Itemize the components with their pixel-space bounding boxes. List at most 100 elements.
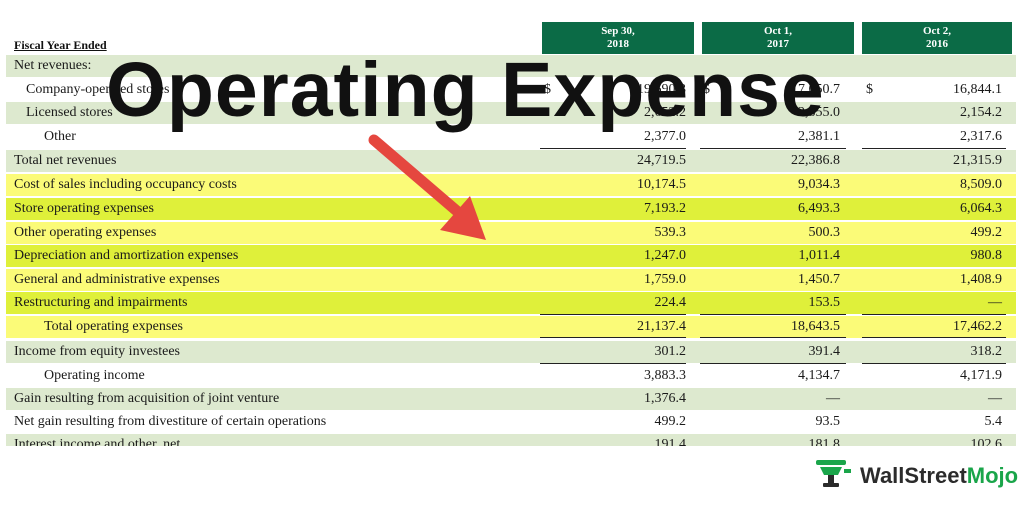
cell-value: 17,650.7 <box>791 82 840 97</box>
wallstreetmojo-logo-icon <box>816 460 851 487</box>
bottom-cutoff <box>0 446 1024 507</box>
cell-value: 2,381.1 <box>798 129 840 144</box>
column-header-year: 2017 <box>767 38 789 50</box>
dollar-sign: $ <box>866 82 873 97</box>
row-label: Restructuring and impairments <box>14 295 188 310</box>
brand-name-part2: Mojo <box>966 463 1019 488</box>
cell-value: 500.3 <box>808 225 841 240</box>
subtotal-rule <box>700 314 846 315</box>
cell-value: 4,171.9 <box>960 368 1002 383</box>
subtotal-rule <box>540 314 686 315</box>
cell-value: 1,247.0 <box>644 248 686 263</box>
subtotal-rule <box>700 148 846 149</box>
cell-value: 16,844.1 <box>953 82 1002 97</box>
table-row: Total net revenues 24,719.5 22,386.8 21,… <box>6 150 1016 172</box>
table-row-operating-expense: Depreciation and amortization expenses 1… <box>6 245 1016 267</box>
column-header-date: Oct 1, <box>763 25 793 37</box>
subtotal-rule <box>540 148 686 149</box>
subtotal-rule <box>862 337 1006 338</box>
cell-value: 499.2 <box>654 414 687 429</box>
row-label: Gain resulting from acquisition of joint… <box>14 391 280 406</box>
table-row-operating-expense: Store operating expenses 7,193.2 6,493.3… <box>6 198 1016 220</box>
cell-value: 1,759.0 <box>644 272 686 287</box>
cell-value: 24,719.5 <box>637 153 686 168</box>
cell-value: 1,011.4 <box>798 248 840 263</box>
table-row-operating-expense: General and administrative expenses 1,75… <box>6 269 1016 291</box>
cell-value: 980.8 <box>970 248 1003 263</box>
cell-value: 318.2 <box>970 344 1003 359</box>
cell-value: 1,450.7 <box>798 272 840 287</box>
dollar-sign: $ <box>703 82 710 97</box>
row-label: Other operating expenses <box>14 225 157 240</box>
row-label: Store operating expenses <box>14 201 154 216</box>
subtotal-rule <box>862 314 1006 315</box>
column-header-2016: Oct 2, 2016 <box>862 22 1012 54</box>
row-label: Income from equity investees <box>14 344 181 359</box>
dollar-sign: $ <box>544 82 551 97</box>
cell-value: 9,034.3 <box>798 177 840 192</box>
cell-value: 4,134.7 <box>798 368 840 383</box>
table-row-operating-expense: Other operating expenses 539.3 500.3 499… <box>6 222 1016 244</box>
column-header-2017: Oct 1, 2017 <box>702 22 854 54</box>
table-row: Income from equity investees 301.2 391.4… <box>6 341 1016 363</box>
cell-value: 539.3 <box>654 225 687 240</box>
cell-value: 391.4 <box>808 344 841 359</box>
cell-value: — <box>988 391 1002 406</box>
column-header-2018: Sep 30, 2018 <box>542 22 694 54</box>
cell-value: 2,355.0 <box>798 105 840 120</box>
row-label: Licensed stores <box>26 105 113 120</box>
subtotal-rule <box>862 148 1006 149</box>
row-label: Net revenues: <box>14 58 92 73</box>
brand-name-part1: WallStreet <box>860 463 967 488</box>
cell-value: 224.4 <box>654 295 687 310</box>
cell-value: 301.2 <box>654 344 687 359</box>
row-label: Net gain resulting from divestiture of c… <box>14 414 327 429</box>
table-row: Licensed stores 2,652.2 2,355.0 2,154.2 <box>6 102 1016 124</box>
subtotal-rule <box>700 337 846 338</box>
brand-logo: WallStreet Mojo <box>814 458 1018 494</box>
column-header-year: 2016 <box>926 38 948 50</box>
column-header-date: Oct 2, <box>922 25 952 37</box>
table-row-operating-expense: Restructuring and impairments 224.4 153.… <box>6 292 1016 314</box>
cell-value: 10,174.5 <box>637 177 686 192</box>
cell-value: 6,493.3 <box>798 201 840 216</box>
cell-value: 1,376.4 <box>644 391 686 406</box>
cell-value: 6,064.3 <box>960 201 1002 216</box>
table-row: Company-operated stores $ 19,690.3 $ 17,… <box>6 79 1016 101</box>
subtotal-rule <box>540 363 686 364</box>
row-label: Operating income <box>44 368 145 383</box>
fiscal-year-label: Fiscal Year Ended <box>14 38 107 52</box>
cell-value: 93.5 <box>815 414 841 429</box>
table-row: Operating income 3,883.3 4,134.7 4,171.9 <box>6 365 1016 387</box>
cell-value: 19,690.3 <box>637 82 686 97</box>
row-label: Depreciation and amortization expenses <box>14 248 239 263</box>
table-row: Net gain resulting from divestiture of c… <box>6 411 1016 433</box>
subtotal-rule <box>540 337 686 338</box>
cell-value: 2,377.0 <box>644 129 686 144</box>
cell-value: 18,643.5 <box>791 319 840 334</box>
cell-value: 2,317.6 <box>960 129 1002 144</box>
cell-value: 3,883.3 <box>644 368 686 383</box>
table-row: Net revenues: <box>6 55 1016 77</box>
column-header-year: 2018 <box>607 38 629 50</box>
row-label: Total operating expenses <box>44 319 183 334</box>
table-row: Gain resulting from acquisition of joint… <box>6 388 1016 410</box>
table-row-total-operating-expenses: Total operating expenses 21,137.4 18,643… <box>6 316 1016 338</box>
cell-value: 21,315.9 <box>953 153 1002 168</box>
row-label: Cost of sales including occupancy costs <box>14 177 237 192</box>
cell-value: 17,462.2 <box>953 319 1002 334</box>
table-row: Other 2,377.0 2,381.1 2,317.6 <box>6 126 1016 148</box>
cell-value: 2,154.2 <box>960 105 1002 120</box>
cell-value: — <box>826 391 840 406</box>
cell-value: 8,509.0 <box>960 177 1002 192</box>
cell-value: 499.2 <box>970 225 1003 240</box>
row-label: Total net revenues <box>14 153 117 168</box>
cell-value: 21,137.4 <box>637 319 686 334</box>
cell-value: 2,652.2 <box>644 105 686 120</box>
table-row-operating-expense: Cost of sales including occupancy costs … <box>6 174 1016 196</box>
row-label: General and administrative expenses <box>14 272 220 287</box>
column-header-date: Sep 30, <box>601 25 635 37</box>
row-label: Other <box>44 129 76 144</box>
arrow-icon <box>368 134 486 240</box>
